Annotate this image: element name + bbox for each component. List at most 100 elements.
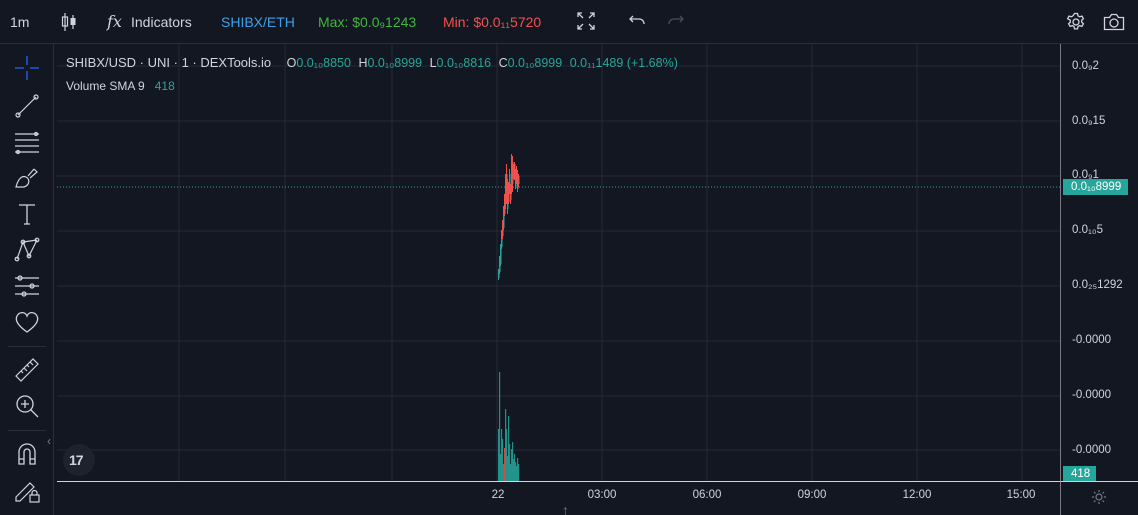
fib-retracement-icon[interactable] [13, 128, 41, 156]
volume-bar [508, 416, 510, 481]
volume-bar [507, 456, 509, 481]
brush-icon[interactable] [13, 164, 41, 192]
time-tick: 15:00 [1006, 489, 1036, 501]
candle-body [504, 196, 506, 214]
candle-body [514, 164, 516, 178]
magnet-icon[interactable] [13, 440, 41, 468]
redo-icon[interactable] [667, 0, 685, 44]
volume-bar [503, 464, 505, 481]
open-value: 0.0₁₀8850 [296, 56, 351, 70]
candle-body [499, 258, 501, 272]
settings-gear-icon[interactable] [1066, 0, 1088, 44]
prediction-icon[interactable] [13, 272, 41, 300]
time-tick: 06:00 [692, 489, 722, 501]
fullscreen-icon[interactable] [577, 0, 595, 44]
volume-bar [499, 372, 501, 481]
volume-bar [506, 429, 508, 481]
candle-body [513, 166, 515, 176]
ruler-icon[interactable] [13, 356, 41, 384]
toolbar-divider [8, 346, 46, 347]
volume-bar [500, 454, 502, 481]
drawing-toolbar: ‹ [0, 44, 54, 515]
indicators-button[interactable]: Indicators [131, 14, 192, 30]
price-tick: -0.0000 [1072, 334, 1112, 346]
volume-bar [505, 409, 507, 481]
price-axis[interactable]: 0.0₉2 0.0₉15 0.0₉1 0.0₁₀5 0.0₂₅1292 -0.0… [1060, 44, 1138, 482]
candle-body [515, 172, 517, 186]
open-key: O [286, 56, 297, 70]
axis-settings [1060, 481, 1138, 515]
interval-button[interactable]: 1m [10, 14, 30, 30]
price-tick: 0.0₉1 [1072, 169, 1099, 181]
close-value: 0.0₁₀8999 [507, 56, 563, 70]
volume-bar [498, 429, 500, 481]
time-tick: 22 [491, 489, 505, 501]
volume-bar [516, 466, 518, 481]
price-tick: -0.0000 [1072, 389, 1112, 401]
time-tick: 09:00 [797, 489, 827, 501]
candle-body [510, 186, 512, 200]
volume-label: Volume SMA 9 [66, 79, 145, 93]
time-tick: 03:00 [587, 489, 617, 501]
candle-body [506, 174, 508, 194]
snapshot-camera-icon[interactable] [1103, 0, 1127, 44]
toolbar-divider [8, 430, 46, 431]
price-tick: 0.0₉2 [1072, 60, 1099, 72]
top-toolbar: 1m fx Indicators SHIBX/ETH Max: $0.0₉124… [0, 0, 1138, 44]
undo-icon[interactable] [628, 0, 646, 44]
volume-bar [502, 439, 504, 481]
candle-body [518, 176, 520, 184]
volume-value: 418 [154, 79, 175, 93]
axis-settings-icon[interactable] [1091, 489, 1107, 505]
price-tick: 0.0₁₀5 [1072, 224, 1104, 236]
candle-body [511, 164, 513, 189]
volume-bar [510, 464, 512, 481]
high-key: H [358, 56, 368, 70]
volume-bar [514, 454, 516, 481]
volume-bar [509, 444, 511, 481]
volume-bar [513, 459, 515, 481]
min-price-label: Min: $0.0₁₁5720 [443, 14, 542, 30]
symbol-title: SHIBX/USD · UNI · 1 · DEXTools.io [66, 55, 272, 70]
lock-drawing-icon[interactable] [13, 476, 41, 504]
chart-pane[interactable]: SHIBX/USD · UNI · 1 · DEXTools.io O0.0₁₀… [57, 44, 1060, 481]
candle-body [502, 224, 504, 236]
indicators-fx-icon[interactable]: fx [107, 12, 122, 31]
volume-bar [512, 442, 514, 481]
zoom-in-icon[interactable] [13, 392, 41, 420]
pattern-icon[interactable] [13, 236, 41, 264]
chart-type-candles-icon[interactable] [60, 0, 78, 44]
tradingview-logo-icon[interactable]: 17 [63, 444, 95, 476]
scroll-to-realtime-arrow-icon[interactable]: ↑ [562, 502, 569, 515]
candle-body [516, 170, 518, 180]
volume-value-label: 418 [1063, 466, 1097, 482]
candle-body [507, 184, 509, 209]
low-value: 0.0₁₀8816 [436, 56, 492, 70]
candle-body [517, 174, 519, 189]
candle-body [503, 212, 505, 228]
volume-bar [518, 464, 520, 481]
max-price-label: Max: $0.0₉1243 [318, 14, 417, 30]
trend-line-icon[interactable] [13, 92, 41, 120]
candle-body [509, 174, 511, 192]
favorite-heart-icon[interactable] [13, 308, 41, 336]
price-chart-canvas [57, 44, 1060, 481]
time-axis[interactable]: 22 03:00 06:00 09:00 12:00 15:00 ↑ [57, 481, 1060, 515]
candle-body [512, 162, 514, 184]
volume-bar [511, 449, 513, 481]
text-icon[interactable] [13, 200, 41, 228]
candle-body [508, 186, 510, 202]
volume-bar [501, 429, 503, 481]
change-value: 0.0₁₁1489 (+1.68%) [569, 56, 678, 70]
low-key: L [429, 56, 437, 70]
close-key: C [498, 56, 508, 70]
last-price-label: 0.0₁₀8999 [1063, 179, 1129, 195]
crosshair-icon[interactable] [13, 54, 41, 82]
time-tick: 12:00 [902, 489, 932, 501]
volume-legend: Volume SMA 9 418 [66, 79, 175, 93]
collapse-toolbar-icon[interactable]: ‹ [47, 434, 51, 448]
candle-body [505, 184, 507, 204]
volume-bar [504, 448, 506, 481]
pair-link[interactable]: SHIBX/ETH [221, 14, 295, 30]
price-tick: 0.0₂₅1292 [1072, 279, 1123, 291]
